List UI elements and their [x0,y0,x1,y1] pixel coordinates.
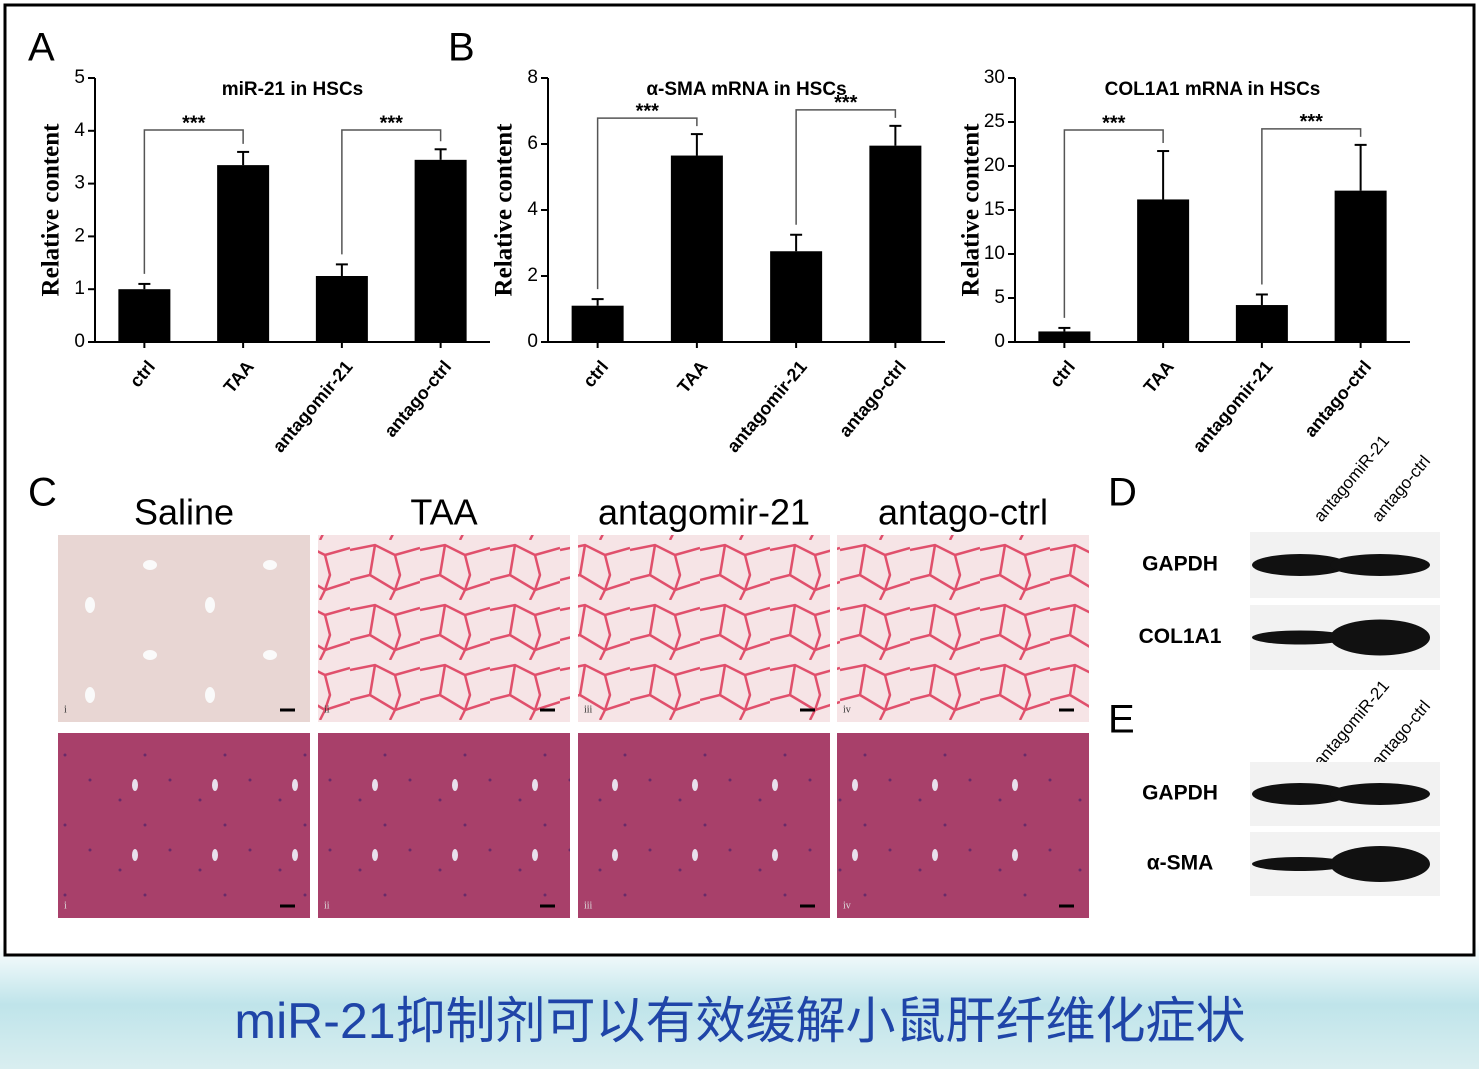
y-tick-label: 5 [74,67,85,88]
significance-bracket [596,117,698,290]
y-tick-label: 0 [994,331,1005,352]
row-label: GAPDH [1142,782,1218,805]
image-label: iv [843,900,851,911]
y-axis-label: Relative content [38,123,65,297]
row-label: α-SMA [1147,852,1214,875]
significance-label: *** [182,112,206,134]
y-tick-label: 6 [527,133,538,154]
y-tick-label: 5 [994,287,1005,308]
bar [1137,199,1190,342]
row-label: COL1A1 [1139,625,1222,648]
image-label: iii [584,704,593,715]
y-tick-label: 20 [984,155,1005,176]
column-title: antagomir-21 [598,492,810,533]
panel-label: C [28,471,57,515]
bar [1235,305,1288,342]
histology-image [837,535,1089,722]
column-title: Saline [134,492,234,533]
significance-bracket [1063,129,1164,318]
y-tick-label: 2 [527,265,538,286]
row-label: GAPDH [1142,553,1218,576]
column-title: TAA [410,492,477,533]
bar [770,251,823,342]
y-axis-label: Relative content [491,123,518,297]
significance-label: *** [1102,112,1126,134]
image-label: i [64,704,67,715]
y-tick-label: 4 [527,199,538,220]
y-tick-label: 3 [74,173,85,194]
y-tick-label: 15 [984,199,1005,220]
bar [1334,190,1387,342]
band [1330,554,1430,576]
significance-bracket [341,129,442,255]
y-tick-label: 1 [74,278,85,299]
chart-title: COL1A1 mRNA in HSCs [1105,79,1321,100]
caption: miR-21抑制剂可以有效缓解小鼠肝纤维化症状 [234,993,1245,1049]
bar [571,305,624,342]
image-label: ii [324,900,330,911]
bar [315,276,368,342]
image-label: iii [584,900,593,911]
panel-label: E [1108,698,1135,742]
significance-label: *** [380,112,404,134]
panel-label: A [28,26,55,70]
bar [869,145,922,342]
image-label: iv [843,704,851,715]
y-tick-label: 0 [74,331,85,352]
bar [670,155,723,342]
y-tick-label: 30 [984,67,1005,88]
chart-title: miR-21 in HSCs [222,79,363,100]
histology-image [578,733,830,918]
bar [217,165,270,342]
histology-image [318,535,570,722]
significance-label: *** [1300,111,1324,133]
histology-image [58,733,310,918]
y-tick-label: 4 [74,120,85,141]
bar [1038,331,1091,342]
y-tick-label: 10 [984,243,1005,264]
bar [118,289,171,342]
significance-label: *** [636,100,660,122]
image-label: ii [324,704,330,715]
y-axis-label: Relative content [958,123,985,297]
band [1252,554,1348,576]
significance-bracket [1261,128,1362,285]
significance-bracket [795,109,897,225]
panel-label: D [1108,471,1137,515]
image-label: i [64,900,67,911]
histology-image [837,733,1089,918]
y-tick-label: 0 [527,331,538,352]
histology-image [578,535,830,722]
band [1252,783,1348,805]
y-tick-label: 2 [74,225,85,246]
band [1330,783,1430,805]
bar [414,159,467,342]
chart-title: α-SMA mRNA in HSCs [646,79,846,100]
significance-bracket [143,129,244,274]
band [1330,846,1430,882]
y-tick-label: 8 [527,67,538,88]
band [1252,857,1348,871]
band [1252,630,1348,645]
histology-image [58,535,310,722]
y-tick-label: 25 [984,111,1005,132]
panel-label: B [448,26,475,70]
significance-label: *** [834,92,858,114]
column-title: antago-ctrl [878,492,1048,533]
histology-image [318,733,570,918]
band [1330,619,1430,656]
